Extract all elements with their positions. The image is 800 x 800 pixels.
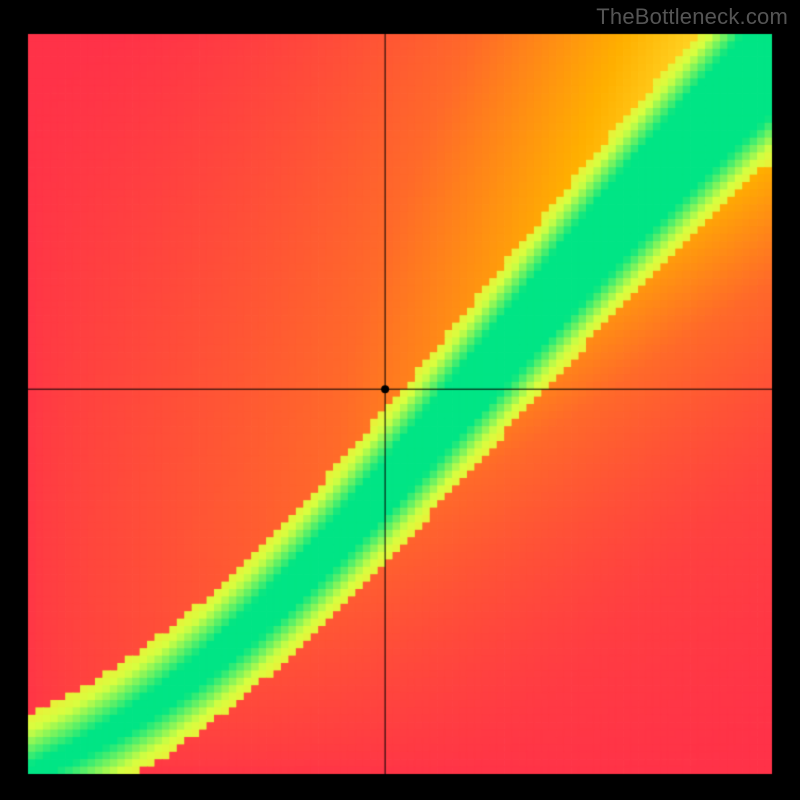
bottleneck-heatmap [0, 0, 800, 800]
watermark-text: TheBottleneck.com [596, 4, 788, 30]
chart-container: TheBottleneck.com [0, 0, 800, 800]
